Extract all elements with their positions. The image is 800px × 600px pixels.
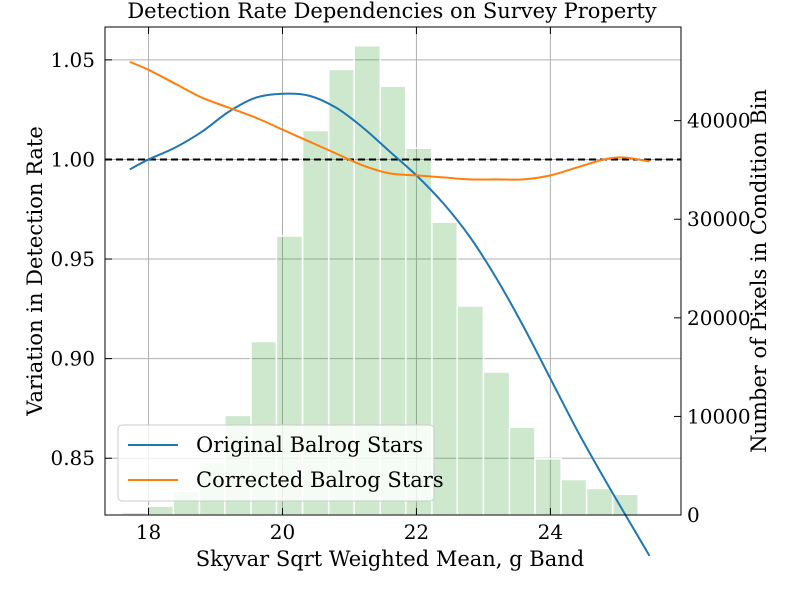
series-line-corrected	[129, 60, 650, 181]
histogram-bar	[611, 493, 639, 516]
x-tick-label: 22	[404, 520, 429, 544]
histogram-bar	[482, 371, 511, 516]
x-tick-label: 24	[538, 520, 563, 544]
histogram-bar	[560, 478, 588, 516]
y2-tick-label: 40000	[687, 109, 751, 133]
y2-tick-label: 20000	[687, 306, 751, 330]
plot-frame	[104, 26, 682, 516]
y-tick-label: 0.95	[50, 247, 95, 271]
y-tick-label: 0.85	[50, 446, 95, 470]
y-tick-label: 0.90	[50, 347, 95, 371]
histogram-bar	[585, 487, 614, 516]
legend-label-corrected: Corrected Balrog Stars	[196, 468, 444, 492]
y2-tick-label: 10000	[687, 404, 751, 428]
histogram-bar	[456, 305, 485, 516]
x-tick-label: 18	[136, 520, 161, 544]
y-tick-label: 1.00	[50, 147, 95, 171]
histogram-bar	[146, 505, 175, 516]
legend: Original Balrog Stars Corrected Balrog S…	[117, 424, 444, 502]
x-tick-label: 20	[270, 520, 295, 544]
y2-axis-label: Number of Pixels in Condition Bin	[747, 89, 771, 453]
chart-title: Detection Rate Dependencies on Survey Pr…	[127, 0, 656, 23]
histogram-bar	[534, 458, 562, 516]
series-lines	[129, 60, 651, 557]
histogram-bar	[431, 221, 459, 516]
axis-ticks: 18 20 22 24 0.85 0.90 0.95 1.00 1.05 0 10000 20000 3…	[50, 27, 751, 544]
x-axis-label: Skyvar Sqrt Weighted Mean, g Band	[196, 547, 584, 571]
y-axis-label: Variation in Detection Rate	[23, 126, 47, 417]
y2-tick-label: 30000	[687, 207, 751, 231]
y-tick-label: 1.05	[50, 48, 95, 72]
histogram-bar	[508, 426, 536, 516]
y2-tick-label: 0	[687, 503, 700, 527]
series-line-original	[129, 92, 651, 557]
legend-box	[117, 424, 435, 502]
legend-label-original: Original Balrog Stars	[196, 433, 423, 457]
